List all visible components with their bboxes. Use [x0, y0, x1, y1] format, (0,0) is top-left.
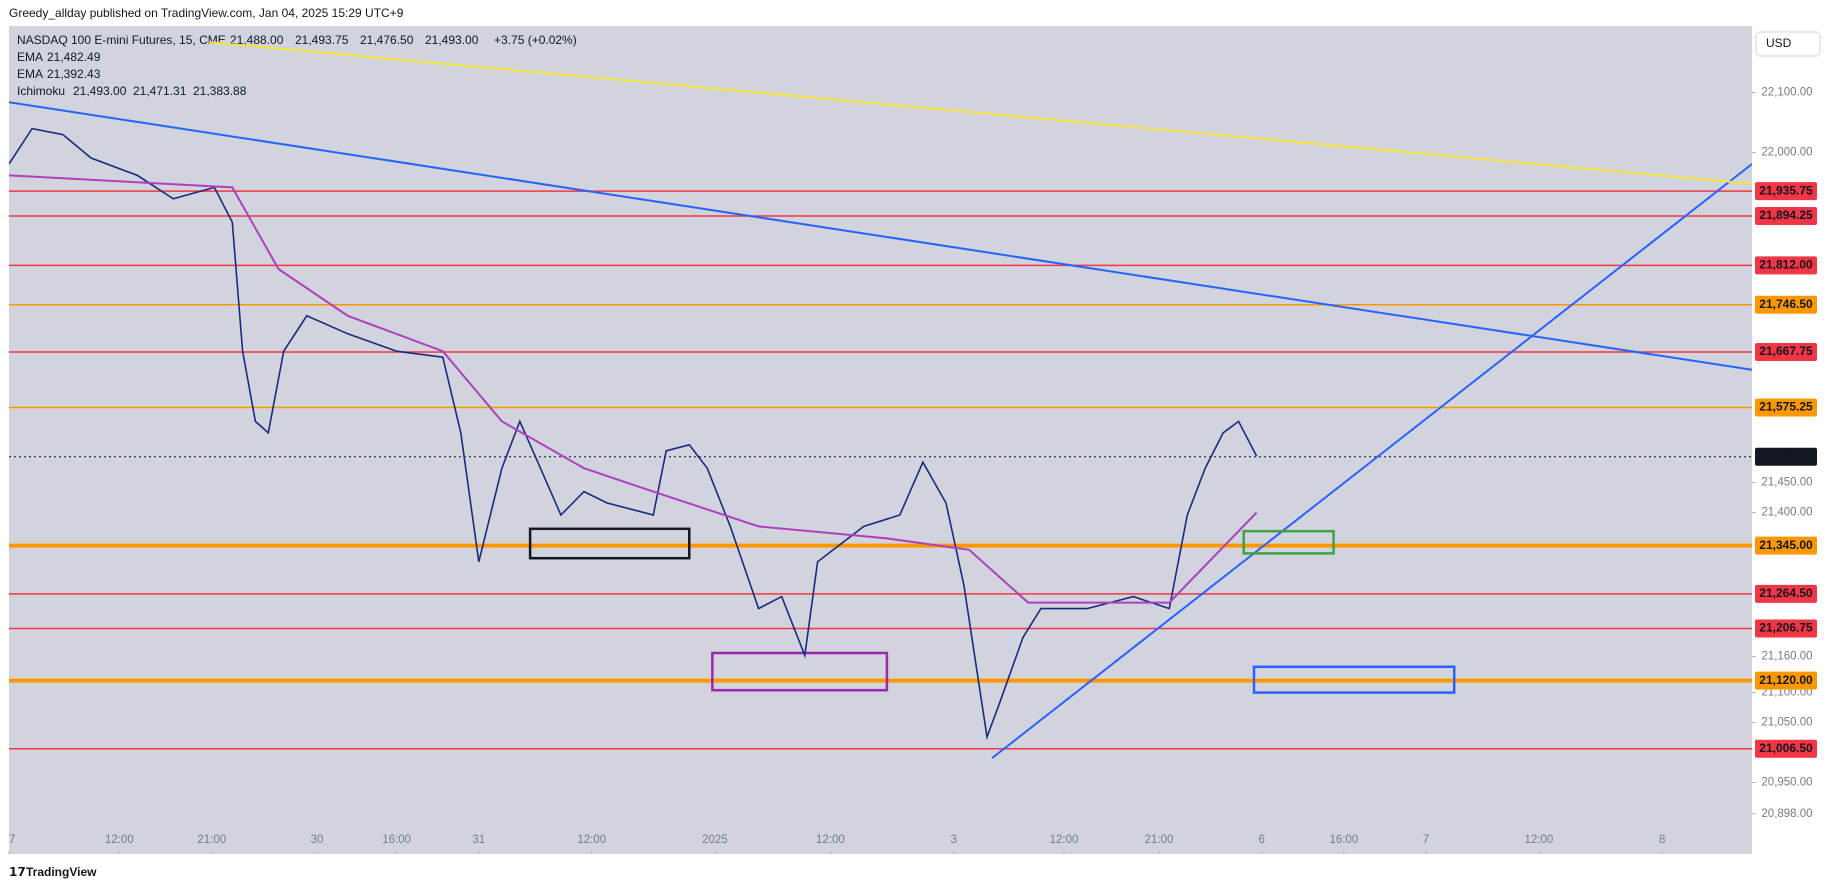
price-level-label: 21,575.25	[1759, 400, 1813, 414]
x-tick-label: 12:00	[816, 834, 845, 846]
indicator-value: 21,493.00	[73, 84, 127, 98]
price-level-tag	[1755, 398, 1817, 417]
y-tick-label: 21,100.00	[1761, 687, 1812, 699]
legend-ohlc: 21,493.75	[295, 33, 349, 47]
y-tick-label: 22,100.00	[1761, 87, 1812, 99]
zone-box	[711, 651, 889, 692]
y-tick-label: 20,898.00	[1761, 808, 1812, 820]
y-tick-label: 22,000.00	[1761, 147, 1812, 159]
price-level-tag	[1755, 295, 1817, 314]
x-tick-label: 16:00	[382, 834, 411, 846]
y-tick-label: 21,450.00	[1761, 477, 1812, 489]
x-tick-label: 12:00	[577, 834, 606, 846]
price-line	[9, 127, 1258, 741]
price-level-tag	[1755, 207, 1817, 226]
indicator-name: Ichimoku	[17, 84, 65, 98]
trend-line	[991, 163, 1752, 759]
y-tick-label: 20,950.00	[1761, 777, 1812, 789]
x-tick-label: 16:00	[1329, 834, 1358, 846]
zone-box	[1242, 529, 1335, 555]
x-tick-label: 7	[1423, 834, 1429, 846]
indicator-value: 21,383.88	[193, 84, 247, 98]
price-level-label: 21,120.00	[1759, 673, 1813, 687]
x-tick-label: 6	[1258, 834, 1264, 846]
price-level-label: 21,667.75	[1759, 344, 1813, 358]
price-level-label: 21,894.25	[1759, 208, 1813, 222]
currency-label: USD	[1766, 36, 1792, 50]
x-tick-label: 31	[472, 834, 485, 846]
price-line	[9, 174, 1258, 604]
price-level-tag	[1755, 342, 1817, 361]
x-tick-label: 21:00	[1145, 834, 1174, 846]
x-tick-label: 2025	[702, 834, 728, 846]
currency-button[interactable]	[1755, 31, 1821, 57]
indicator-name: EMA	[17, 50, 43, 64]
price-level-tag	[1755, 256, 1817, 275]
x-tick-label: 3	[950, 834, 956, 846]
footer-mark: 𝟭𝟳	[9, 865, 26, 879]
legend-symbol: NASDAQ 100 E-mini Futures, 15, CME	[17, 33, 226, 47]
price-level-label: 21,493.00	[1759, 449, 1813, 463]
price-level-tag	[1755, 182, 1817, 201]
zone-box	[1252, 665, 1456, 694]
price-level-tag	[1755, 619, 1817, 638]
x-tick-label: 12:00	[105, 834, 134, 846]
x-tick-label: 8	[1659, 834, 1665, 846]
x-tick-label: 12:00	[1050, 834, 1079, 846]
price-level-tag	[1755, 671, 1817, 690]
x-tick-label: 7	[9, 834, 15, 846]
trend-line	[209, 41, 1752, 185]
price-level-label: 21,935.75	[1759, 183, 1813, 197]
legend-change: +3.75 (+0.02%)	[494, 33, 577, 47]
price-level-label: 21,812.00	[1759, 258, 1813, 272]
y-tick-label: 21,050.00	[1761, 717, 1812, 729]
y-tick-label: 21,160.00	[1761, 651, 1812, 663]
price-level-label: 21,206.75	[1759, 621, 1813, 635]
x-tick-label: 21:00	[197, 834, 226, 846]
legend-ohlc: 21,493.00	[425, 33, 479, 47]
price-level-label: 21,006.50	[1759, 741, 1813, 755]
indicator-value: 21,482.49	[47, 50, 101, 64]
legend: NASDAQ 100 E-mini Futures, 15, CME 21,488…	[17, 33, 577, 98]
price-level-label: 21,746.50	[1759, 297, 1813, 311]
indicator-name: EMA	[17, 67, 43, 81]
price-level-tag	[1755, 447, 1817, 466]
x-tick-label: 30	[311, 834, 324, 846]
price-level-tag	[1755, 536, 1817, 555]
legend-ohlc: 21,488.00	[230, 33, 284, 47]
legend-ohlc: 21,476.50	[360, 33, 414, 47]
price-level-tag	[1755, 584, 1817, 603]
footer-logo: TradingView	[26, 865, 97, 879]
price-level-label: 21,264.50	[1759, 586, 1813, 600]
indicator-value: 21,471.31	[133, 84, 187, 98]
trend-line	[9, 101, 1752, 371]
x-tick-label: 12:00	[1525, 834, 1554, 846]
publisher-line: Greedy_allday published on TradingView.c…	[9, 6, 404, 20]
price-level-label: 21,345.00	[1759, 538, 1813, 552]
price-level-tag	[1755, 739, 1817, 758]
plot-area	[9, 26, 1752, 854]
plot-layer	[9, 41, 1752, 759]
zone-box	[528, 527, 691, 560]
y-tick-label: 21,400.00	[1761, 507, 1812, 519]
indicator-value: 21,392.43	[47, 67, 101, 81]
